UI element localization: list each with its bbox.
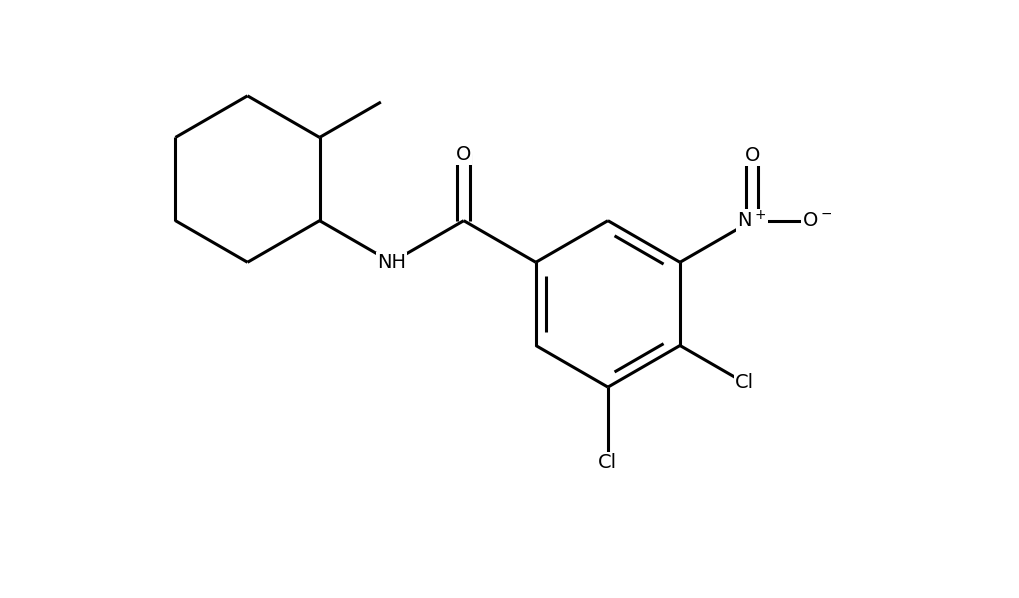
Text: O$^-$: O$^-$ <box>801 211 832 230</box>
Text: N$^+$: N$^+$ <box>737 210 766 231</box>
Text: O: O <box>455 145 471 164</box>
Text: Cl: Cl <box>735 374 754 392</box>
Text: Cl: Cl <box>598 453 616 472</box>
Text: NH: NH <box>377 253 406 271</box>
Text: O: O <box>744 147 759 165</box>
